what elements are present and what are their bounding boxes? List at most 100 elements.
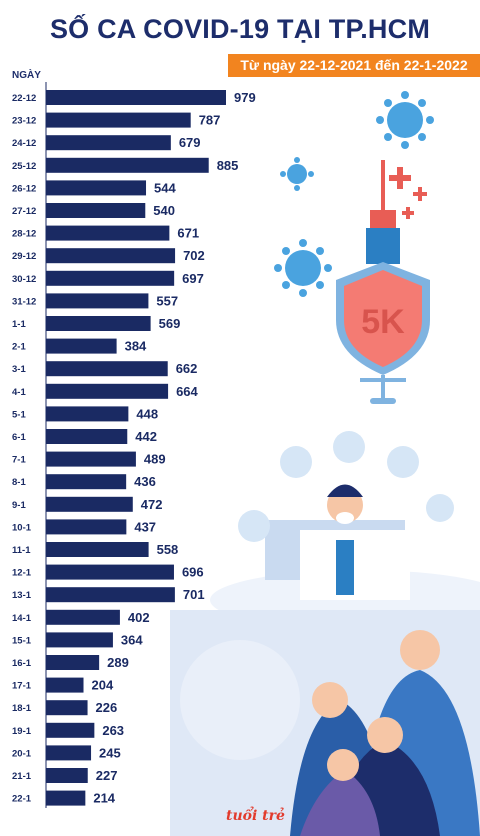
category-tick-label: 19-1 xyxy=(12,726,32,737)
category-tick-label: 23-12 xyxy=(12,116,36,127)
category-tick-label: 10-1 xyxy=(12,522,32,533)
category-tick-label: 27-12 xyxy=(12,206,36,217)
category-tick-label: 21-1 xyxy=(12,771,32,782)
category-tick-label: 17-1 xyxy=(12,681,32,692)
category-tick-label: 4-1 xyxy=(12,387,26,398)
bar xyxy=(46,338,117,354)
shield-5k-icon: 5K xyxy=(336,262,430,404)
category-tick-label: 16-1 xyxy=(12,658,32,669)
virus-icon xyxy=(376,91,434,149)
bar-value-label: 214 xyxy=(93,791,115,806)
bar-value-label: 569 xyxy=(159,316,181,331)
bar xyxy=(46,361,168,377)
bar-value-label: 662 xyxy=(176,361,198,376)
bar-value-label: 664 xyxy=(176,384,198,399)
bar xyxy=(46,587,175,603)
bar xyxy=(46,745,92,761)
category-tick-label: 11-1 xyxy=(12,545,31,556)
bar-value-label: 402 xyxy=(128,610,150,625)
crowd-illustration xyxy=(290,630,480,836)
bar-value-label: 671 xyxy=(177,226,199,241)
bar-value-label: 442 xyxy=(135,429,157,444)
virus-icon xyxy=(280,157,314,191)
bar-value-label: 701 xyxy=(183,587,205,602)
bar-value-label: 289 xyxy=(107,655,129,670)
bar xyxy=(46,722,95,738)
bar-value-label: 544 xyxy=(154,180,176,195)
bar xyxy=(46,90,226,105)
bar-value-label: 679 xyxy=(179,135,201,150)
category-tick-label: 14-1 xyxy=(12,613,32,624)
bar xyxy=(46,203,146,218)
bar-value-label: 696 xyxy=(182,565,204,580)
category-tick-label: 2-1 xyxy=(12,342,26,353)
category-tick-label: 29-12 xyxy=(12,251,36,262)
bar xyxy=(46,609,120,625)
bar xyxy=(46,248,176,264)
plus-icon xyxy=(389,167,427,219)
category-tick-label: 7-1 xyxy=(12,455,26,466)
bar-value-label: 697 xyxy=(182,271,204,286)
bar-value-label: 979 xyxy=(234,90,256,105)
bar xyxy=(46,519,127,535)
bar-value-label: 702 xyxy=(183,248,205,263)
bar xyxy=(46,429,128,444)
chart-title: SỐ CA COVID-19 TẠI TP.HCM xyxy=(49,14,431,44)
bar-value-label: 245 xyxy=(99,745,121,760)
bar-value-label: 472 xyxy=(141,497,163,512)
category-tick-label: 3-1 xyxy=(12,364,26,375)
bar xyxy=(46,496,133,512)
category-tick-label: 30-12 xyxy=(12,274,36,285)
y-axis-label: NGÀY xyxy=(12,70,41,81)
bar xyxy=(46,632,113,648)
bar-value-label: 558 xyxy=(157,542,179,557)
category-tick-label: 9-1 xyxy=(12,500,26,511)
bar xyxy=(46,542,149,557)
category-tick-label: 12-1 xyxy=(12,568,32,579)
category-tick-label: 20-1 xyxy=(12,748,32,759)
bar-value-label: 204 xyxy=(92,678,114,693)
bar-value-label: 489 xyxy=(144,452,166,467)
bar-value-label: 448 xyxy=(136,406,158,421)
category-tick-label: 24-12 xyxy=(12,138,36,149)
bar xyxy=(46,790,86,806)
bar xyxy=(46,768,88,783)
syringe-icon xyxy=(366,160,400,264)
bar xyxy=(46,700,88,716)
bar-value-label: 436 xyxy=(134,474,156,489)
category-tick-label: 31-12 xyxy=(12,296,36,307)
category-tick-label: 22-1 xyxy=(12,794,32,805)
bar xyxy=(46,225,170,241)
bar xyxy=(46,451,136,467)
bar-value-label: 787 xyxy=(199,113,221,128)
bar xyxy=(46,135,171,151)
category-tick-label: 1-1 xyxy=(12,319,26,330)
category-tick-label: 8-1 xyxy=(12,477,26,488)
bar xyxy=(46,180,147,196)
bar xyxy=(46,293,149,309)
bar xyxy=(46,474,127,490)
category-tick-label: 15-1 xyxy=(12,635,32,646)
category-tick-label: 6-1 xyxy=(12,432,26,443)
category-tick-label: 13-1 xyxy=(12,590,32,601)
bar xyxy=(46,112,191,128)
bar xyxy=(46,316,151,331)
doctor-illustration xyxy=(265,484,410,600)
bar xyxy=(46,564,174,580)
bar xyxy=(46,655,100,670)
bar-value-label: 885 xyxy=(217,158,239,173)
category-tick-label: 26-12 xyxy=(12,183,36,194)
bar xyxy=(46,406,129,422)
svg-text:5K: 5K xyxy=(361,303,405,341)
bar-value-label: 227 xyxy=(96,768,118,783)
bar-value-label: 364 xyxy=(121,632,143,647)
category-tick-label: 22-12 xyxy=(12,93,36,104)
publisher-logo: tuổi trẻ xyxy=(226,808,285,824)
virus-icon xyxy=(274,239,332,297)
bar xyxy=(46,270,175,286)
bar-value-label: 557 xyxy=(156,293,178,308)
bar-value-label: 540 xyxy=(153,203,175,218)
bar-value-label: 226 xyxy=(96,700,118,715)
